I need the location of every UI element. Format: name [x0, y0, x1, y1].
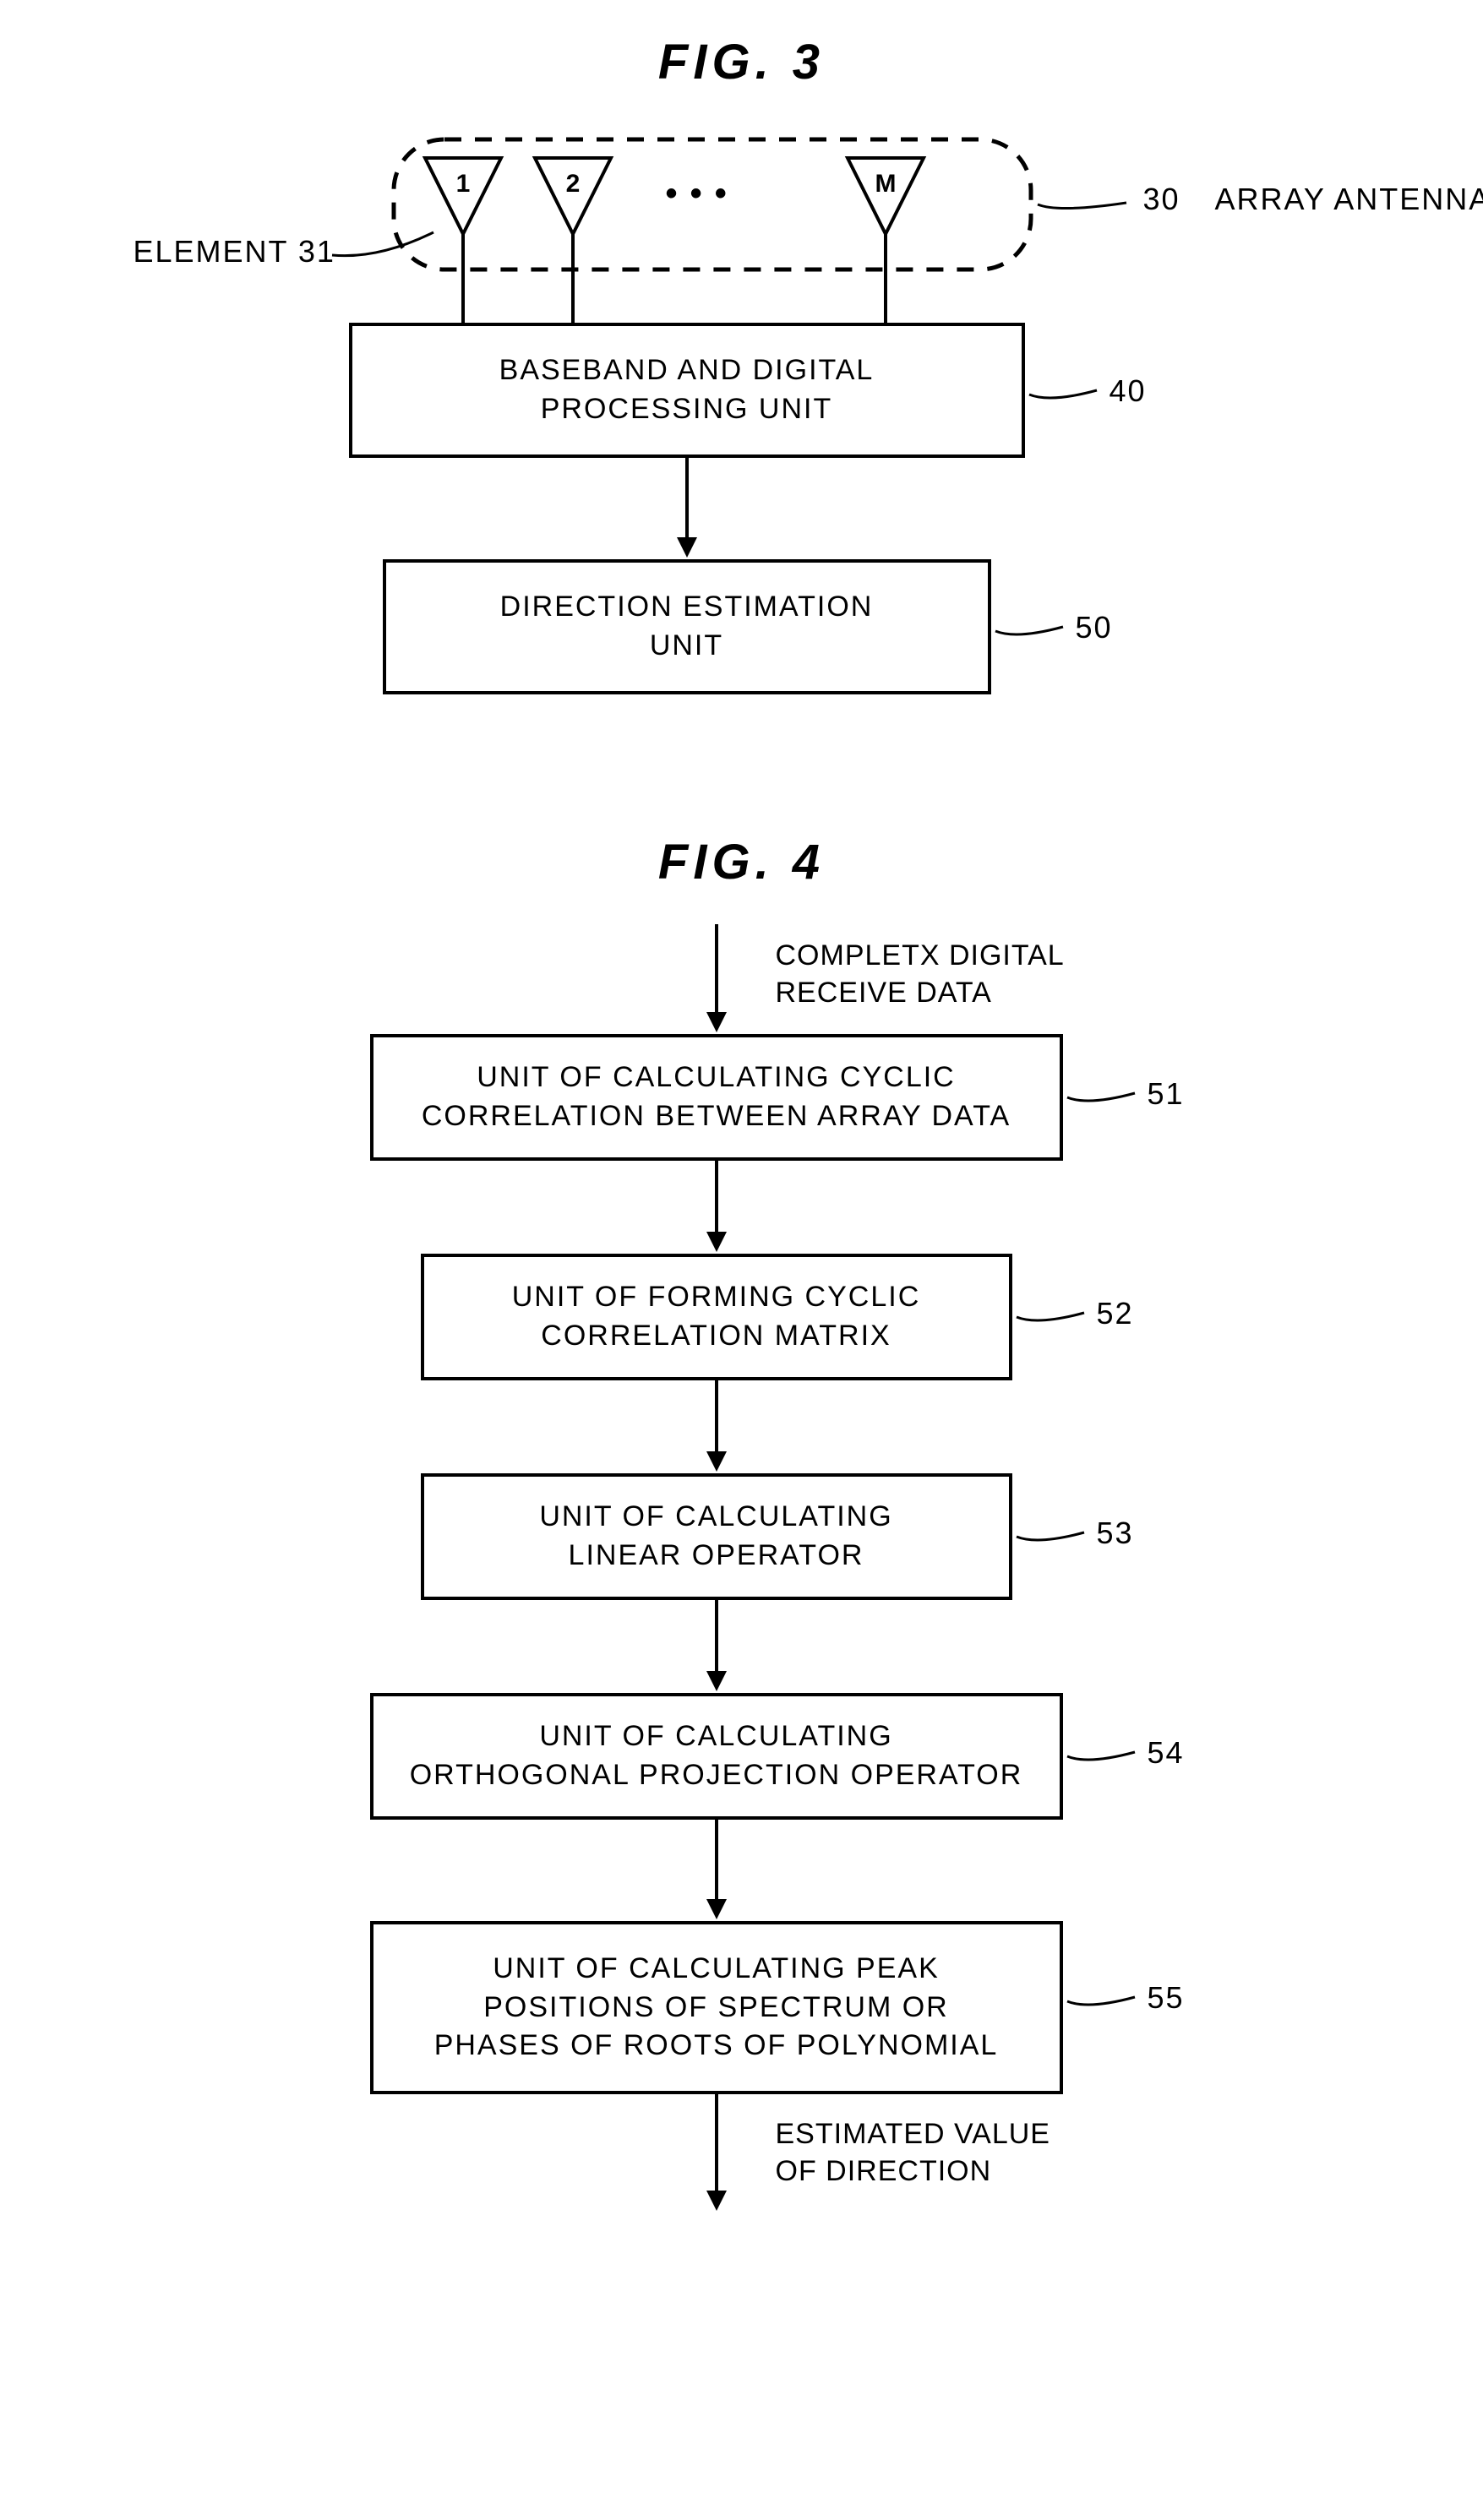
- leader-50: [991, 614, 1067, 648]
- ref-30: 30: [1143, 182, 1180, 217]
- input-label: COMPLETX DIGITAL RECEIVE DATA: [776, 937, 1065, 1011]
- box-40: BASEBAND AND DIGITAL PROCESSING UNIT: [349, 323, 1025, 458]
- ref-54: 54: [1148, 1735, 1185, 1771]
- arrow-input: [700, 924, 733, 1034]
- leader-52: [1012, 1300, 1088, 1334]
- ref-55: 55: [1148, 1980, 1185, 2016]
- feedlines: [387, 232, 1038, 325]
- output-label: ESTIMATED VALUE OF DIRECTION: [776, 2115, 1050, 2190]
- leader-55: [1063, 1984, 1139, 2018]
- arrow-40-50: [670, 458, 704, 559]
- arrow-53-54: [700, 1600, 733, 1693]
- antenna-ellipsis: • • •: [666, 175, 728, 213]
- box-55: UNIT OF CALCULATING PEAK POSITIONS OF SP…: [370, 1921, 1063, 2094]
- box-51: UNIT OF CALCULATING CYCLIC CORRELATION B…: [370, 1034, 1063, 1161]
- antenna-1-num: 1: [455, 170, 470, 198]
- leader-30: [1033, 188, 1135, 221]
- antenna-m-num: M: [875, 170, 896, 198]
- antenna-2-num: 2: [565, 170, 580, 198]
- leader-40: [1025, 378, 1101, 411]
- ref-53: 53: [1097, 1516, 1134, 1551]
- box-54: UNIT OF CALCULATING ORTHOGONAL PROJECTIO…: [370, 1693, 1063, 1820]
- fig3-title: FIG. 3: [17, 34, 1466, 90]
- box-50: DIRECTION ESTIMATION UNIT: [383, 559, 991, 694]
- leader-53: [1012, 1520, 1088, 1554]
- ref-50: 50: [1076, 610, 1113, 645]
- ref-52: 52: [1097, 1296, 1134, 1331]
- leader-54: [1063, 1739, 1139, 1773]
- ref-40: 40: [1110, 373, 1147, 409]
- leader-51: [1063, 1080, 1139, 1114]
- ref-51: 51: [1148, 1076, 1185, 1112]
- fig3-container: 1 2 • • • M 30 ARRAY ANTENNA ELEMENT 31 …: [108, 124, 1376, 766]
- element-label: ELEMENT 31: [134, 234, 335, 269]
- box-52: UNIT OF FORMING CYCLIC CORRELATION MATRI…: [421, 1254, 1012, 1380]
- box-53: UNIT OF CALCULATING LINEAR OPERATOR: [421, 1473, 1012, 1600]
- arrow-output: [700, 2094, 733, 2212]
- fig4-container: COMPLETX DIGITAL RECEIVE DATA UNIT OF CA…: [108, 924, 1376, 2411]
- fig4-title: FIG. 4: [17, 834, 1466, 890]
- arrow-51-52: [700, 1161, 733, 1254]
- array-antenna-label: ARRAY ANTENNA: [1215, 182, 1483, 217]
- arrow-52-53: [700, 1380, 733, 1473]
- arrow-54-55: [700, 1820, 733, 1921]
